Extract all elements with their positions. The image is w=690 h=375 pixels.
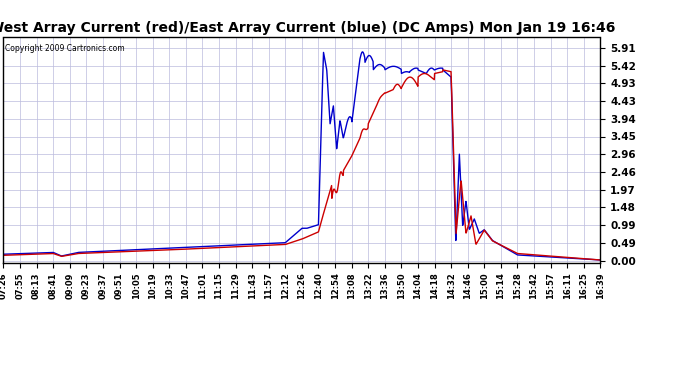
- Text: Copyright 2009 Cartronics.com: Copyright 2009 Cartronics.com: [5, 44, 124, 53]
- Title: West Array Current (red)/East Array Current (blue) (DC Amps) Mon Jan 19 16:46: West Array Current (red)/East Array Curr…: [0, 21, 615, 35]
